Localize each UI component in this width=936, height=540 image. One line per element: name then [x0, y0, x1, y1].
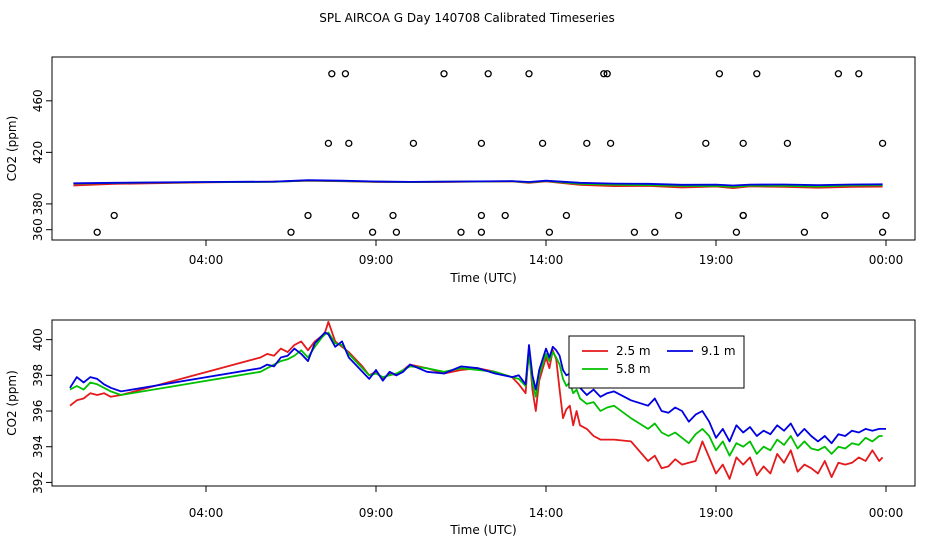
outlier-point	[501, 211, 509, 220]
x-axis-label: Time (UTC)	[449, 523, 516, 537]
outlier-point	[702, 139, 710, 147]
outlier-point	[834, 70, 843, 78]
outlier-point	[328, 70, 336, 78]
x-tick-label: 19:00	[699, 506, 734, 520]
x-tick-label: 09:00	[359, 253, 394, 267]
x-tick-label: 19:00	[699, 253, 734, 267]
outlier-point	[287, 228, 295, 236]
outlier-point	[477, 211, 486, 220]
x-tick-label: 09:00	[359, 506, 394, 520]
outlier-point	[651, 228, 659, 236]
legend-label: 5.8 m	[616, 362, 651, 376]
outlier-point	[600, 70, 608, 78]
top-panel: 04:00 09:00 14:00 19:00 00:00 Time (UTC) 360 38…	[5, 56, 916, 285]
outlier-point	[878, 228, 887, 236]
outlier-point	[409, 139, 418, 147]
outlier-point	[93, 228, 101, 236]
series-line-9-1-m	[69, 331, 886, 445]
outlier-point	[855, 70, 863, 78]
bottom-panel: 04:00 09:00 14:00 19:00 00:00 Time (UTC) 392 39…	[5, 319, 916, 537]
plot-frame	[51, 319, 916, 487]
outlier-point	[878, 139, 887, 147]
series-line-2-5-m	[69, 320, 884, 480]
outlier-point	[606, 139, 615, 147]
outlier-point	[351, 211, 360, 220]
outlier-point	[392, 228, 401, 236]
y-axis-label: CO2 (ppm)	[5, 116, 19, 182]
outlier-point	[477, 228, 486, 236]
plot-frame	[51, 56, 916, 241]
y-tick-label: 420	[31, 141, 45, 164]
outlier-point	[783, 139, 792, 147]
outlier-point	[345, 139, 353, 147]
x-tick-label: 04:00	[189, 506, 224, 520]
outlier-point	[732, 228, 741, 236]
outlier-point	[545, 228, 554, 236]
series-line-5-8-m	[69, 331, 883, 457]
outlier-point	[562, 211, 571, 220]
y-tick-label: 360	[31, 218, 45, 241]
y-tick-label: 398	[31, 364, 45, 387]
outlier-point	[484, 70, 492, 78]
y-tick-label: 460	[31, 89, 45, 112]
outlier-point	[457, 228, 465, 236]
x-tick-label: 00:00	[869, 253, 904, 267]
x-tick-label: 14:00	[529, 506, 564, 520]
x-tick-label: 00:00	[869, 506, 904, 520]
outlier-point	[630, 228, 639, 236]
y-tick-label: 392	[31, 471, 45, 494]
outlier-point	[538, 139, 547, 147]
outlier-point	[110, 211, 118, 220]
outlier-point	[304, 211, 312, 220]
y-tick-label: 394	[31, 435, 45, 458]
outlier-point	[821, 211, 829, 220]
legend-label: 2.5 m	[616, 344, 651, 358]
outlier-point	[477, 139, 486, 147]
outlier-point	[800, 228, 809, 236]
x-tick-label: 14:00	[529, 253, 564, 267]
outlier-point	[739, 211, 747, 220]
outlier-point	[715, 70, 724, 78]
y-axis-label: CO2 (ppm)	[5, 370, 19, 436]
y-tick-label: 400	[31, 328, 45, 351]
outlier-point	[753, 70, 761, 78]
outlier-point	[525, 70, 533, 78]
outlier-point	[603, 70, 611, 78]
outlier-point	[674, 211, 683, 220]
x-tick-label: 04:00	[189, 253, 224, 267]
outlier-point	[583, 139, 591, 147]
x-axis-label: Time (UTC)	[449, 271, 516, 285]
legend-label: 9.1 m	[701, 344, 736, 358]
outlier-point	[341, 70, 350, 78]
y-tick-label: 380	[31, 192, 45, 215]
series-line-9-1-m	[73, 179, 883, 187]
legend-box	[568, 335, 745, 389]
outlier-point	[324, 139, 333, 147]
outlier-point	[440, 70, 448, 78]
outlier-point	[882, 211, 890, 220]
outlier-point	[739, 139, 747, 147]
y-tick-label: 396	[31, 400, 45, 423]
outlier-point	[389, 211, 397, 220]
outlier-point	[368, 228, 377, 236]
figure-title: SPL AIRCOA G Day 140708 Calibrated Times…	[319, 11, 614, 25]
